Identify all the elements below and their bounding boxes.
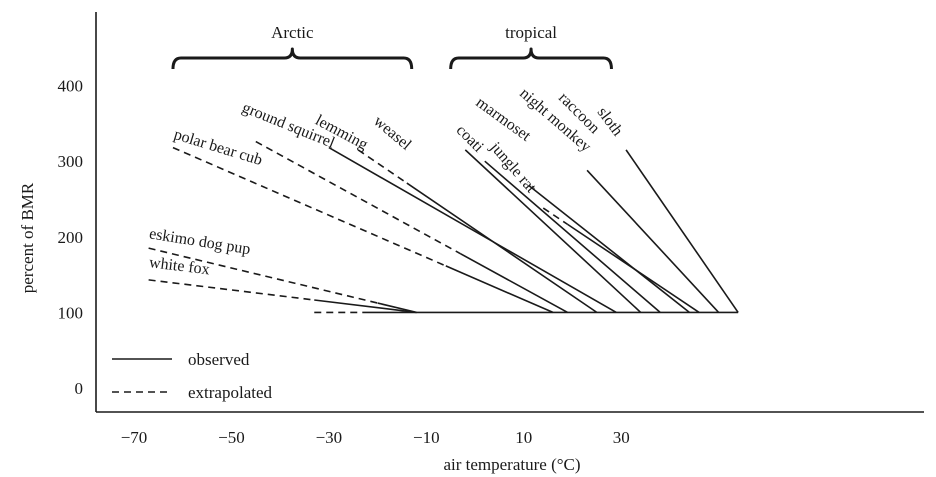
series-polar-bear-cub-observed xyxy=(445,265,554,314)
group-label: tropical xyxy=(505,23,557,42)
series-ground-squirrel-extrapolated xyxy=(255,140,461,255)
series-marmoset-observed xyxy=(528,184,690,314)
x-tick-label: −10 xyxy=(413,428,440,447)
y-tick-label: 300 xyxy=(58,152,84,171)
legend-label-extrapolated: extrapolated xyxy=(188,383,273,402)
x-tick-labels: −70 −50 −30 −10 10 30 xyxy=(121,428,630,447)
series-weasel-observed xyxy=(328,146,617,314)
group-bracket xyxy=(449,47,613,70)
series-polar-bear-cub-extrapolated xyxy=(172,146,447,267)
series-night-monkey-observed xyxy=(567,223,700,314)
group-label: Arctic xyxy=(271,23,314,42)
axes xyxy=(95,12,924,413)
series-night-monkey-extrapolated xyxy=(542,207,569,226)
series-lemming-extrapolated xyxy=(357,149,408,184)
y-tick-label: 200 xyxy=(58,228,84,247)
group-bracket xyxy=(171,47,414,70)
series-sloth-observed xyxy=(625,149,739,313)
series-coati-observed xyxy=(464,149,642,313)
series-white-fox-extrapolated xyxy=(148,279,315,301)
series-label-white-fox: white fox xyxy=(148,254,210,278)
series-label-eskimo-dog-pup: eskimo dog pup xyxy=(148,225,252,258)
series-eskimo-dog-pup-extrapolated xyxy=(148,247,378,304)
y-tick-label: 0 xyxy=(75,379,84,398)
y-tick-labels: 0 100 200 300 400 xyxy=(58,77,84,398)
x-axis-title: air temperature (°C) xyxy=(443,455,580,474)
series-ground-squirrel-observed xyxy=(460,252,568,314)
series-jungle-rat-observed xyxy=(484,160,661,314)
series-lemming-observed xyxy=(406,182,598,314)
series-label-coati: coati xyxy=(453,122,487,156)
group-brackets: Arctic tropical xyxy=(171,23,613,70)
y-tick-label: 400 xyxy=(58,77,84,96)
y-axis-title: percent of BMR xyxy=(18,182,37,293)
x-tick-label: −30 xyxy=(316,428,343,447)
x-tick-label: −70 xyxy=(121,428,148,447)
x-tick-label: 10 xyxy=(515,428,532,447)
x-tick-label: −50 xyxy=(218,428,245,447)
legend: observed extrapolated xyxy=(112,350,273,402)
x-tick-label: 30 xyxy=(613,428,630,447)
series-label-weasel: weasel xyxy=(370,113,415,154)
series-white-fox-observed xyxy=(314,299,417,314)
series-raccoon-observed xyxy=(586,169,720,313)
legend-label-observed: observed xyxy=(188,350,250,369)
series-label-polar-bear-cub: polar bear cub xyxy=(172,126,264,169)
y-tick-label: 100 xyxy=(58,303,84,322)
series-eskimo-dog-pup-observed xyxy=(377,302,417,314)
